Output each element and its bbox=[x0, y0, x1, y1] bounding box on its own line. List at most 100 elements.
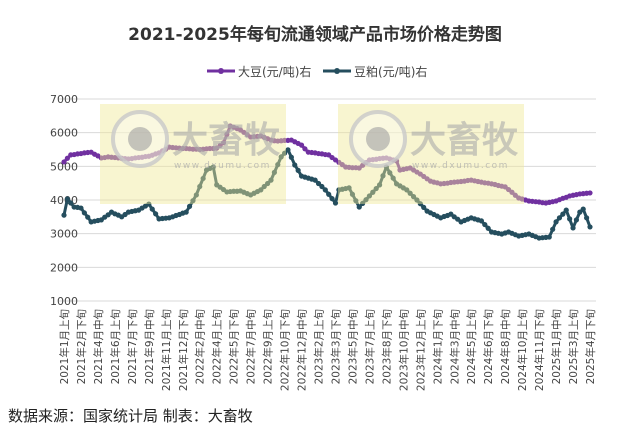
legend-marker bbox=[218, 68, 224, 74]
y-tick-label: 2000 bbox=[50, 261, 78, 274]
watermark-url: www.dxumu.com bbox=[412, 161, 509, 171]
y-tick-label: 3000 bbox=[50, 228, 78, 241]
x-tick-label: 2021年11月上旬 bbox=[160, 309, 173, 391]
x-tick-label: 2021年9月中旬 bbox=[143, 309, 156, 384]
data-point bbox=[580, 206, 586, 212]
watermark-logo-eye-icon bbox=[128, 127, 152, 151]
data-point bbox=[584, 215, 590, 221]
data-point bbox=[373, 185, 379, 192]
legend-item: 豆粕(元/吨)右 bbox=[323, 64, 427, 79]
data-point bbox=[61, 212, 67, 218]
x-tick-label: 2024年11月下旬 bbox=[533, 309, 546, 391]
data-point bbox=[553, 219, 559, 225]
data-point bbox=[224, 131, 230, 137]
legend: 大豆(元/吨)右 豆粕(元/吨)右 bbox=[207, 64, 427, 79]
legend-label: 豆粕(元/吨)右 bbox=[354, 64, 427, 79]
data-point bbox=[410, 194, 417, 200]
y-tick-label: 5000 bbox=[50, 160, 78, 173]
data-point bbox=[302, 146, 308, 152]
data-point bbox=[560, 211, 566, 217]
data-point bbox=[85, 214, 91, 220]
x-tick-label: 2022年5月下旬 bbox=[228, 309, 241, 384]
data-point bbox=[509, 189, 515, 195]
data-point bbox=[261, 183, 267, 190]
x-tick-label: 2025年3月上旬 bbox=[567, 309, 580, 384]
data-point bbox=[349, 191, 356, 197]
data-point bbox=[315, 180, 322, 187]
x-tick-label: 2025年4月下旬 bbox=[584, 309, 597, 384]
x-tick-label: 2022年9月上旬 bbox=[262, 309, 275, 384]
data-point bbox=[380, 173, 386, 179]
legend-item: 大豆(元/吨)右 bbox=[207, 64, 311, 79]
watermark-box bbox=[338, 104, 524, 204]
data-point bbox=[275, 162, 281, 168]
x-tick-label: 2024年1月下旬 bbox=[431, 309, 444, 384]
x-tick-label: 2022年4月上旬 bbox=[211, 309, 224, 384]
data-point bbox=[414, 197, 420, 203]
data-point bbox=[190, 198, 196, 204]
x-tick-label: 2022年7月中旬 bbox=[245, 309, 258, 384]
data-point bbox=[64, 196, 70, 202]
data-point bbox=[285, 147, 291, 153]
x-tick-label: 2023年7月上旬 bbox=[363, 309, 376, 384]
x-tick-label: 2021年1月上旬 bbox=[58, 309, 71, 384]
data-point bbox=[377, 182, 383, 188]
source-footer: 数据来源：国家统计局 制表：大畜牧 bbox=[8, 407, 253, 425]
data-point bbox=[295, 167, 301, 173]
data-point bbox=[570, 225, 576, 231]
x-tick-label: 2022年10月下旬 bbox=[279, 309, 292, 391]
data-point bbox=[421, 204, 427, 211]
data-point bbox=[485, 225, 491, 231]
x-tick-label: 2022年12月中旬 bbox=[296, 309, 309, 391]
data-point bbox=[366, 193, 373, 199]
data-point bbox=[146, 201, 152, 207]
x-tick-label: 2024年10月上旬 bbox=[516, 309, 529, 391]
data-point bbox=[550, 226, 556, 232]
data-point bbox=[186, 203, 193, 209]
data-point bbox=[332, 200, 339, 206]
x-tick-label: 2023年3月下旬 bbox=[329, 309, 342, 384]
x-tick-label: 2021年4月中旬 bbox=[92, 309, 105, 384]
legend-marker bbox=[334, 68, 340, 74]
data-point bbox=[220, 140, 227, 146]
data-point bbox=[360, 200, 366, 206]
data-point bbox=[387, 170, 393, 176]
data-point bbox=[153, 211, 159, 217]
x-tick-label: 2024年8月中旬 bbox=[499, 309, 512, 384]
data-point bbox=[587, 224, 593, 230]
data-point bbox=[278, 154, 284, 160]
x-tick-label: 2023年8月下旬 bbox=[380, 309, 393, 384]
data-point bbox=[292, 162, 298, 168]
data-point bbox=[370, 189, 376, 195]
data-point bbox=[329, 196, 335, 202]
watermark-box bbox=[100, 104, 286, 204]
chart-title: 2021-2025年每旬流通领域产品市场价格走势图 bbox=[128, 24, 502, 45]
data-point bbox=[356, 204, 362, 210]
data-point bbox=[417, 201, 423, 207]
chart: 2021-2025年每旬流通领域产品市场价格走势图 大豆(元/吨)右 豆粕(元/吨… bbox=[50, 24, 597, 391]
data-point bbox=[563, 207, 569, 213]
data-point bbox=[200, 175, 206, 182]
legend-label: 大豆(元/吨)右 bbox=[238, 64, 311, 79]
watermark-brand: 大畜牧 bbox=[172, 120, 281, 161]
x-tick-label: 2023年12月上旬 bbox=[414, 309, 427, 391]
data-point bbox=[567, 216, 573, 222]
x-tick-label: 2021年7月下旬 bbox=[126, 309, 139, 384]
watermark-brand: 大畜牧 bbox=[410, 120, 519, 161]
data-point bbox=[64, 155, 70, 161]
data-point bbox=[183, 209, 189, 215]
data-point bbox=[312, 177, 318, 183]
watermark-logo-eye-icon bbox=[366, 127, 390, 151]
x-tick-label: 2021年6月上旬 bbox=[109, 309, 122, 384]
data-point bbox=[404, 187, 410, 193]
data-point bbox=[587, 190, 593, 196]
y-tick-label: 6000 bbox=[50, 127, 78, 140]
data-point bbox=[61, 159, 67, 165]
data-point bbox=[326, 191, 332, 197]
data-point bbox=[271, 169, 277, 175]
x-tick-label: 2022年2月中旬 bbox=[194, 309, 207, 384]
x-tick-label: 2023年5月中旬 bbox=[346, 309, 359, 384]
x-tick-label: 2021年12月下旬 bbox=[177, 309, 190, 391]
